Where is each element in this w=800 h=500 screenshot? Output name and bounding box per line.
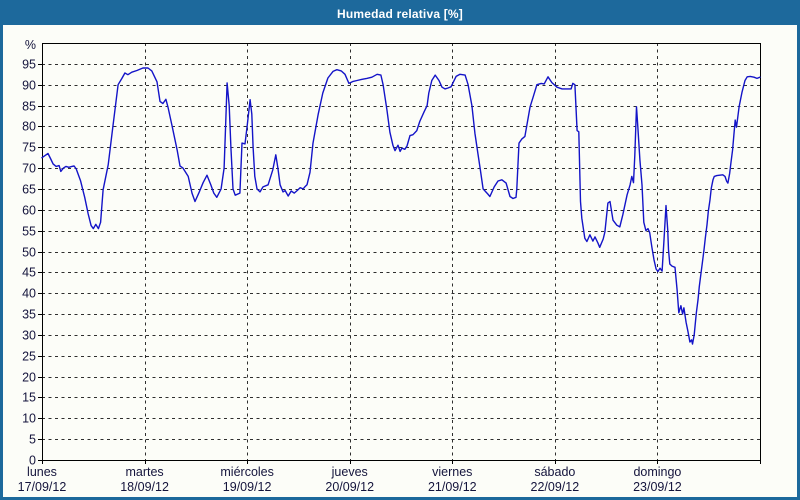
x-day-label: viernes	[432, 465, 472, 479]
y-tick-label: 50	[22, 246, 36, 260]
x-day-label: lunes	[27, 465, 57, 479]
x-date-label: 21/09/12	[428, 480, 477, 494]
x-date-label: 20/09/12	[325, 480, 374, 494]
chart-area: 0 5 10 15 20 25 30 35 40 45 50 55 60 65 70 75 80 85 90 95% l…	[3, 25, 797, 497]
y-tick-label: 85	[22, 100, 36, 114]
plot-border	[42, 43, 761, 461]
y-tick-label: 25	[22, 350, 36, 364]
x-day-label: jueves	[331, 465, 368, 479]
humidity-line	[41, 67, 761, 345]
x-date-label: 23/09/12	[633, 480, 682, 494]
y-tick-label: 20	[22, 371, 36, 385]
y-tick-label: 60	[22, 204, 36, 218]
x-day-label: miércoles	[220, 465, 274, 479]
y-tick-label: 15	[22, 391, 36, 405]
y-tick-label: 90	[22, 79, 36, 93]
y-tick-label: 75	[22, 141, 36, 155]
x-date-label: 18/09/12	[120, 480, 169, 494]
title-bar: Humedad relativa [%]	[3, 3, 797, 25]
y-tick-label: 80	[22, 120, 36, 134]
x-day-label: domingo	[633, 465, 681, 479]
y-tick-label: 65	[22, 183, 36, 197]
chart-title: Humedad relativa [%]	[336, 7, 464, 21]
y-tick-label: 5	[29, 433, 36, 447]
y-tick-label: 10	[22, 412, 36, 426]
y-tick-label: 35	[22, 308, 36, 322]
humidity-plot: 0 5 10 15 20 25 30 35 40 45 50 55 60 65 70 75 80 85 90 95% l…	[18, 38, 761, 494]
x-date-label: 22/09/12	[531, 480, 580, 494]
x-day-label: sábado	[534, 465, 575, 479]
x-day-label: martes	[125, 465, 163, 479]
y-tick-label: 0	[29, 454, 36, 468]
x-date-label: 17/09/12	[18, 480, 67, 494]
y-tick-label: 70	[22, 162, 36, 176]
y-tick-label: 45	[22, 266, 36, 280]
y-tick-label: 30	[22, 329, 36, 343]
y-tick-label: 40	[22, 287, 36, 301]
x-date-label: 19/09/12	[223, 480, 272, 494]
y-tick-label: 55	[22, 225, 36, 239]
y-tick-label: 95	[22, 58, 36, 72]
y-axis-unit-label: %	[25, 38, 36, 52]
